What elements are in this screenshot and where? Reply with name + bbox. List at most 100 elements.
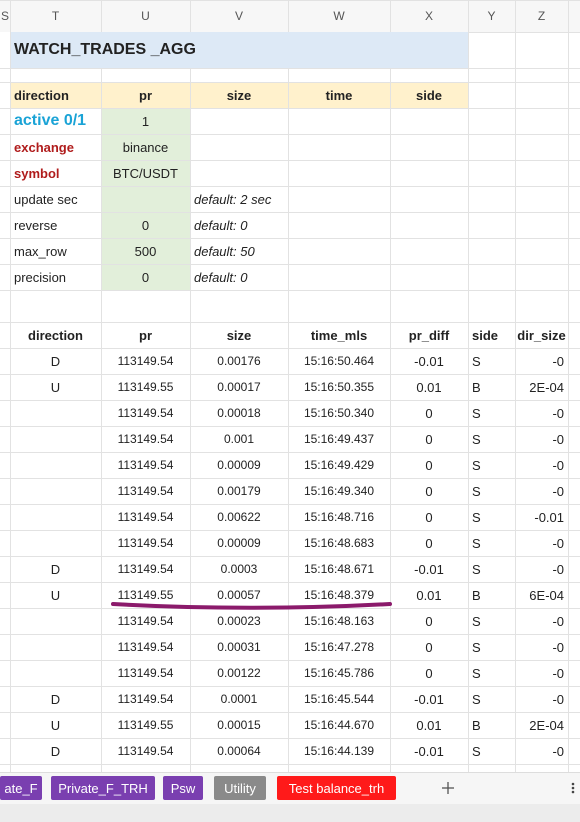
table-cell: S bbox=[472, 561, 481, 577]
table-cell: -0 bbox=[552, 691, 564, 707]
table-cell: 0 bbox=[425, 613, 433, 629]
row-line bbox=[0, 504, 580, 505]
table-cell: D bbox=[50, 353, 61, 369]
table-cell: 113149.54 bbox=[117, 614, 174, 628]
table-cell: 15:16:50.355 bbox=[303, 380, 375, 394]
more-menu[interactable] bbox=[568, 780, 578, 796]
table-cell: -0 bbox=[552, 535, 564, 551]
table-cell: 15:16:44.670 bbox=[303, 718, 375, 732]
table-cell: -0 bbox=[552, 483, 564, 499]
table-cell: 0.00023 bbox=[217, 614, 261, 628]
table-cell: 15:16:49.340 bbox=[303, 484, 375, 498]
table-cell: S bbox=[472, 483, 481, 499]
config-label: symbol bbox=[14, 165, 60, 181]
row-line bbox=[0, 582, 580, 583]
row-line bbox=[468, 32, 580, 33]
sheet-tab[interactable]: Psw bbox=[163, 776, 203, 800]
table-cell: 0.00017 bbox=[217, 380, 261, 394]
row-line bbox=[0, 186, 580, 187]
col-line bbox=[101, 68, 102, 772]
column-letter: V bbox=[234, 9, 243, 23]
row-line bbox=[0, 264, 580, 265]
table-cell: 0.01 bbox=[416, 587, 442, 603]
table-cell: 0.00122 bbox=[217, 666, 261, 680]
sheet-tab[interactable]: Private_F_TRH bbox=[51, 776, 155, 800]
config-label: max_row bbox=[14, 243, 67, 259]
table-cell: 15:16:50.340 bbox=[303, 406, 375, 420]
row-line bbox=[0, 322, 580, 323]
table-cell: S bbox=[472, 431, 481, 447]
table-cell: 0.0001 bbox=[220, 692, 258, 706]
config-label: exchange bbox=[14, 139, 74, 155]
table-cell: -0 bbox=[552, 613, 564, 629]
table-cell: 15:16:49.437 bbox=[303, 432, 375, 446]
table-cell: 0 bbox=[425, 483, 433, 499]
config-label: precision bbox=[14, 269, 67, 285]
table-cell: -0 bbox=[552, 431, 564, 447]
table-cell: 113149.54 bbox=[117, 536, 174, 550]
status-bar bbox=[0, 804, 580, 822]
config-label: update sec bbox=[14, 191, 78, 207]
table-cell: S bbox=[472, 665, 481, 681]
col-line bbox=[288, 0, 289, 32]
table-cell: 0 bbox=[425, 665, 433, 681]
config-value: 500 bbox=[134, 243, 157, 259]
table-cell: 15:16:48.379 bbox=[303, 588, 375, 602]
row-line bbox=[0, 660, 580, 661]
sheet-tab[interactable]: Utility bbox=[214, 776, 266, 800]
table-cell: 113149.55 bbox=[117, 380, 174, 394]
row-line bbox=[0, 82, 580, 83]
config-header-fill bbox=[10, 82, 468, 108]
row-line bbox=[0, 764, 580, 765]
config-header: size bbox=[226, 87, 252, 103]
table-cell: S bbox=[472, 353, 481, 369]
title-fill bbox=[10, 32, 468, 68]
sheet-tab[interactable]: ate_F bbox=[0, 776, 42, 800]
config-default: default: 2 sec bbox=[194, 191, 272, 207]
column-letter: X bbox=[424, 9, 433, 23]
table-cell: 6E-04 bbox=[529, 587, 564, 603]
table-cell: 15:16:45.544 bbox=[303, 692, 375, 706]
table-cell: 15:16:45.786 bbox=[303, 666, 375, 680]
row-line bbox=[0, 530, 580, 531]
table-cell: 113149.54 bbox=[117, 692, 174, 706]
table-cell: S bbox=[472, 639, 481, 655]
col-line bbox=[390, 0, 391, 32]
table-cell: 15:16:44.139 bbox=[303, 744, 375, 758]
row-line bbox=[0, 134, 580, 135]
row-line bbox=[0, 348, 580, 349]
table-cell: -0.01 bbox=[414, 691, 444, 707]
col-line bbox=[190, 0, 191, 32]
table-cell: S bbox=[472, 405, 481, 421]
sheet-tab[interactable]: Test balance_trh bbox=[277, 776, 396, 800]
table-cell: 0 bbox=[425, 431, 433, 447]
table-cell: S bbox=[472, 535, 481, 551]
table-cell: S bbox=[472, 457, 481, 473]
table-cell: 0.01 bbox=[416, 379, 442, 395]
column-letter: Y bbox=[487, 9, 496, 23]
table-cell: S bbox=[472, 743, 481, 759]
row-line bbox=[0, 400, 580, 401]
table-cell: 0 bbox=[425, 405, 433, 421]
table-cell: -0 bbox=[552, 665, 564, 681]
table-cell: 0 bbox=[425, 535, 433, 551]
table-cell: 113149.54 bbox=[117, 666, 174, 680]
table-cell: B bbox=[472, 379, 481, 395]
table-cell: -0 bbox=[552, 353, 564, 369]
table-cell: 113149.54 bbox=[117, 406, 174, 420]
table-cell: 2E-04 bbox=[529, 379, 564, 395]
row-line bbox=[0, 290, 580, 291]
row-line bbox=[0, 426, 580, 427]
table-cell: B bbox=[472, 717, 481, 733]
col-line bbox=[288, 68, 289, 772]
table-cell: -0 bbox=[552, 405, 564, 421]
table-cell: 0.00015 bbox=[217, 718, 261, 732]
table-cell: 0.00009 bbox=[217, 458, 261, 472]
col-line bbox=[568, 0, 569, 772]
table-cell: -0 bbox=[552, 457, 564, 473]
table-cell: 0 bbox=[425, 457, 433, 473]
table-cell: -0 bbox=[552, 561, 564, 577]
table-cell: 15:16:48.716 bbox=[303, 510, 375, 524]
config-header: pr bbox=[139, 87, 152, 103]
add-sheet[interactable] bbox=[440, 780, 456, 796]
